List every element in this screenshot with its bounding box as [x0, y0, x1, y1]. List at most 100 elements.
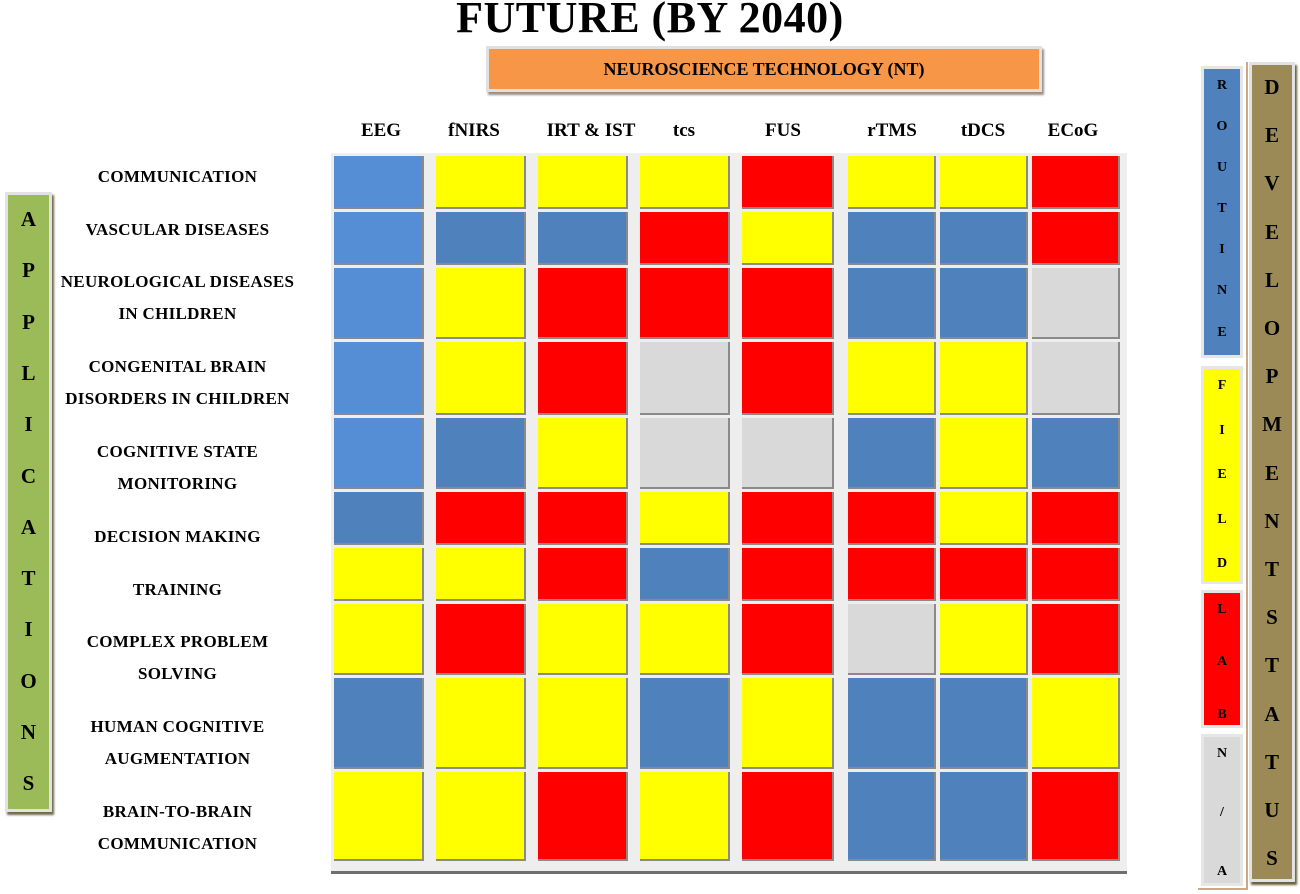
- heatmap-cell-routine: [940, 772, 1028, 861]
- heatmap-cell-routine: [848, 772, 936, 861]
- status-letter: T: [1264, 653, 1279, 678]
- status-letter: A: [1264, 701, 1280, 726]
- row-label-line: MONITORING: [117, 474, 238, 493]
- heatmap-cell-lab: [940, 548, 1028, 601]
- heatmap-cell-routine: [334, 678, 424, 769]
- heatmap-cell-routine: [538, 212, 628, 265]
- page-title: FUTURE (BY 2040): [456, 0, 844, 42]
- row-label-line: SOLVING: [138, 664, 217, 683]
- row-label: COMMUNICATION: [40, 161, 315, 193]
- legend-letter: A: [1216, 654, 1228, 670]
- applications-letter: L: [21, 360, 36, 385]
- row-label: CONGENITAL BRAIN DISORDERS IN CHILDREN: [40, 351, 315, 415]
- status-letter: E: [1264, 460, 1279, 485]
- heatmap-cell-field: [538, 156, 628, 209]
- heatmap-cell-lab: [538, 772, 628, 861]
- heatmap-cell-routine: [334, 342, 424, 415]
- heatmap-cell-routine: [848, 678, 936, 769]
- heatmap-cell-field: [334, 604, 424, 675]
- heatmap-cell-routine: [436, 212, 526, 265]
- legend-letter: L: [1217, 602, 1227, 617]
- heatmap-cell-na: [640, 418, 730, 489]
- heatmap-cell-routine: [848, 418, 936, 489]
- row-label-line: DECISION MAKING: [94, 527, 261, 546]
- heatmap-cell-field: [334, 772, 424, 861]
- legend-letter: N: [1216, 283, 1228, 299]
- heatmap-cell-na: [848, 604, 936, 675]
- heatmap-cell-lab: [436, 492, 526, 545]
- applications-letter: A: [20, 514, 37, 539]
- heatmap-cell-na: [742, 418, 834, 489]
- heatmap-cell-lab: [1032, 492, 1120, 545]
- row-label-line: VASCULAR DISEASES: [85, 220, 270, 239]
- heatmap-cell-routine: [848, 268, 936, 339]
- heatmap-cell-routine: [940, 212, 1028, 265]
- column-header: IRT & IST: [546, 120, 636, 141]
- heatmap-cell-routine: [640, 678, 730, 769]
- heatmap-cell-routine: [334, 156, 424, 209]
- row-label-line: TRAINING: [132, 580, 223, 599]
- heatmap-cell-lab: [436, 604, 526, 675]
- applications-letter: N: [20, 720, 37, 744]
- row-label: TRAINING: [40, 574, 315, 606]
- legend-letter: B: [1217, 706, 1227, 722]
- applications-letter: T: [21, 566, 36, 591]
- heatmap-cell-field: [742, 212, 834, 265]
- row-label-line: BRAIN-TO-BRAIN: [102, 802, 253, 821]
- heatmap-cell-field: [436, 678, 526, 769]
- technology-banner: NEUROSCIENCE TECHNOLOGY (NT): [486, 46, 1042, 92]
- heatmap-cell-lab: [742, 604, 834, 675]
- heatmap-cell-lab: [742, 156, 834, 209]
- row-label: HUMAN COGNITIVE AUGMENTATION: [40, 711, 315, 775]
- row-label: COGNITIVE STATE MONITORING: [40, 436, 315, 500]
- status-letter: O: [1263, 316, 1281, 340]
- applications-axis-label: A P P L I C A T I O N S: [5, 192, 52, 812]
- row-label-line: COMMUNICATION: [97, 167, 258, 186]
- legend-letter: L: [1217, 511, 1227, 527]
- row-label-line: COGNITIVE STATE: [96, 442, 259, 461]
- heatmap-cell-field: [538, 678, 628, 769]
- legend-letter: O: [1216, 119, 1228, 135]
- heatmap-cell-lab: [1032, 156, 1120, 209]
- applications-letter: C: [20, 463, 37, 488]
- row-label-line: NEUROLOGICAL DISEASES: [60, 272, 295, 291]
- heatmap-cell-lab: [538, 548, 628, 601]
- row-label-line: CONGENITAL BRAIN: [88, 357, 267, 376]
- heatmap-cell-routine: [334, 418, 424, 489]
- legend-letter: N: [1216, 746, 1228, 761]
- heatmap-cell-routine: [640, 548, 730, 601]
- applications-letter: A: [20, 207, 37, 231]
- column-header: rTMS: [867, 120, 917, 141]
- heatmap-cell-lab: [742, 772, 834, 861]
- heatmap-cell-lab: [742, 342, 834, 415]
- applications-letter: I: [24, 412, 33, 437]
- heatmap-cell-field: [848, 342, 936, 415]
- heatmap-cell-routine: [940, 268, 1028, 339]
- heatmap-cell-lab: [742, 548, 834, 601]
- heatmap-cell-lab: [848, 492, 936, 545]
- heatmap-cell-lab: [848, 548, 936, 601]
- heatmap-cell-lab: [1032, 772, 1120, 861]
- heatmap-cell-field: [640, 492, 730, 545]
- heatmap-cell-lab: [1032, 212, 1120, 265]
- legend-frame: [1198, 62, 1248, 890]
- row-label-line: COMPLEX PROBLEM: [86, 632, 269, 651]
- heatmap-cell-routine: [1032, 418, 1120, 489]
- heatmap-cell-field: [940, 604, 1028, 675]
- heatmap-cell-lab: [538, 342, 628, 415]
- legend-item-routine: R O U T I N E: [1201, 66, 1243, 358]
- heatmap-cell-field: [436, 772, 526, 861]
- heatmap-cell-field: [940, 156, 1028, 209]
- status-letter: T: [1264, 557, 1279, 581]
- heatmap-cell-field: [640, 156, 730, 209]
- status-letter: P: [1265, 364, 1279, 389]
- row-label-line: COMMUNICATION: [97, 834, 258, 853]
- heatmap-cell-routine: [334, 268, 424, 339]
- status-letter: D: [1264, 75, 1280, 99]
- heatmap-cell-field: [940, 418, 1028, 489]
- heatmap-cell-field: [640, 604, 730, 675]
- heatmap-cell-na: [640, 342, 730, 415]
- status-letter: U: [1264, 798, 1280, 822]
- legend-item-lab: L A B: [1201, 590, 1243, 728]
- status-letter: E: [1264, 219, 1279, 244]
